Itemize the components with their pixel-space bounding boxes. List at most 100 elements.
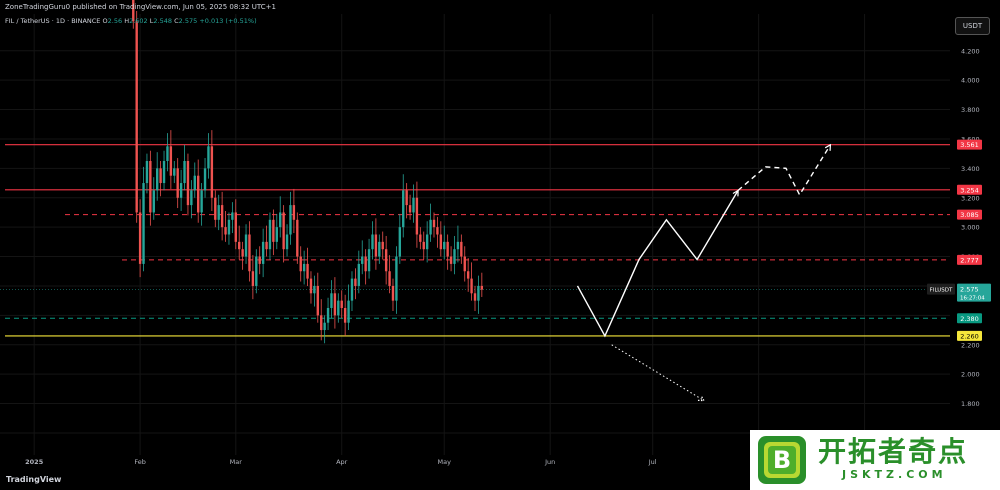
projection-dashed-arrow xyxy=(824,143,832,151)
candle-body xyxy=(415,197,419,235)
candle-body xyxy=(323,322,326,331)
high-value: 2.602 xyxy=(129,17,148,25)
candle-body xyxy=(285,234,289,250)
candle-body xyxy=(234,212,237,242)
price-label-text: 2.777 xyxy=(960,256,979,264)
candle-body xyxy=(320,315,323,331)
candle-body xyxy=(446,241,449,257)
high-label: H xyxy=(124,17,130,25)
currency-button[interactable]: USDT xyxy=(955,17,990,35)
candle-body xyxy=(145,161,149,184)
candle-body xyxy=(203,168,207,191)
candle-body xyxy=(193,175,196,191)
current-price-text: 2.575 xyxy=(960,286,979,294)
candle-body xyxy=(381,241,384,250)
projection-dashed xyxy=(737,144,831,197)
price-label-text: 3.561 xyxy=(960,141,979,149)
candle-body xyxy=(244,234,248,257)
close-value: 2.575 xyxy=(178,17,198,25)
candle-body xyxy=(470,278,473,294)
brand-name: 开拓者奇点 xyxy=(818,435,969,468)
candle-body xyxy=(432,219,436,228)
x-tick-label: Jun xyxy=(544,458,555,466)
current-price-tag xyxy=(957,283,991,302)
candle-body xyxy=(265,241,268,250)
candles xyxy=(132,0,484,344)
candle-body xyxy=(350,278,354,301)
candle-body xyxy=(159,168,162,184)
candle-body xyxy=(367,249,371,272)
price-label-text: 3.254 xyxy=(960,186,979,194)
open-value: 2.56 xyxy=(107,17,123,25)
countdown-text: 16:27:04 xyxy=(960,296,985,302)
projection-paths xyxy=(576,143,832,402)
projection-main xyxy=(576,190,739,338)
candle-body xyxy=(214,197,217,220)
candle-body xyxy=(268,219,272,250)
candle-body xyxy=(176,168,179,198)
candle-body xyxy=(173,168,176,176)
candle-body xyxy=(340,300,343,308)
candle-body xyxy=(279,212,282,228)
candle-body xyxy=(449,256,453,264)
price-labels: 3.561 3.254 3.085 2.777 2.380 2.260 FILUSDT 2.5… xyxy=(927,139,991,341)
projection-main-arrow xyxy=(732,189,739,197)
y-tick-label: 3.800 xyxy=(961,106,980,114)
candle-body xyxy=(152,190,155,213)
x-tick-label: Jul xyxy=(648,458,657,466)
candle-body xyxy=(412,197,415,213)
y-tick-label: 1.800 xyxy=(961,400,980,408)
candle-body xyxy=(135,21,138,213)
candle-body xyxy=(302,263,306,272)
x-tick-label: Feb xyxy=(134,458,146,466)
candle-body xyxy=(473,293,477,301)
candle-body xyxy=(217,205,220,220)
candle-body xyxy=(419,234,422,242)
candle-body xyxy=(436,227,439,235)
candle-body xyxy=(292,205,296,220)
candle-body xyxy=(261,241,265,264)
price-label-box xyxy=(957,313,982,324)
candle-body xyxy=(398,227,402,257)
brand-watermark: B 开拓者奇点 JSKTZ.COM xyxy=(750,430,1000,490)
candle-body xyxy=(289,205,292,235)
candle-body xyxy=(443,241,446,250)
candle-body xyxy=(231,212,234,220)
level-lines xyxy=(0,144,950,337)
candle-body xyxy=(207,146,210,169)
price-label-text: 3.085 xyxy=(960,211,979,219)
candle-body xyxy=(463,256,466,272)
y-tick-label: 3.600 xyxy=(961,135,980,143)
candle-body xyxy=(313,285,316,294)
candle-body xyxy=(138,212,142,264)
y-tick-label: 4.200 xyxy=(961,47,980,55)
brand-domain: JSKTZ.COM xyxy=(842,468,947,481)
price-label-box xyxy=(957,254,982,265)
candle-body xyxy=(258,256,261,264)
projection-bearish xyxy=(611,344,705,402)
price-label-box xyxy=(957,139,982,150)
candle-body xyxy=(374,234,378,257)
candle-body xyxy=(378,241,381,257)
y-tick-label: 2.200 xyxy=(961,341,980,349)
price-label-box xyxy=(957,209,982,220)
low-label: L xyxy=(149,17,154,25)
candle-body xyxy=(238,241,241,250)
candle-body xyxy=(155,168,159,191)
candle-body xyxy=(169,146,173,176)
candle-body xyxy=(330,293,333,308)
price-label-box xyxy=(957,184,982,195)
y-tick-label: 2.000 xyxy=(961,371,980,379)
candle-body xyxy=(354,278,357,286)
publisher-text: ZoneTradingGuru0 published on TradingVie… xyxy=(5,3,277,11)
candle-body xyxy=(227,219,231,235)
x-tick-label: May xyxy=(438,458,452,466)
y-tick-label: 3.400 xyxy=(961,165,980,173)
candle-body xyxy=(132,0,135,22)
y-tick-label: 4.000 xyxy=(961,77,980,85)
price-axis: 1.6001.8002.0002.2002.4002.6002.8003.000… xyxy=(961,47,980,437)
candle-body xyxy=(402,190,405,228)
tradingview-logo[interactable]: TradingView xyxy=(6,475,62,484)
x-tick-label: Apr xyxy=(336,458,348,466)
